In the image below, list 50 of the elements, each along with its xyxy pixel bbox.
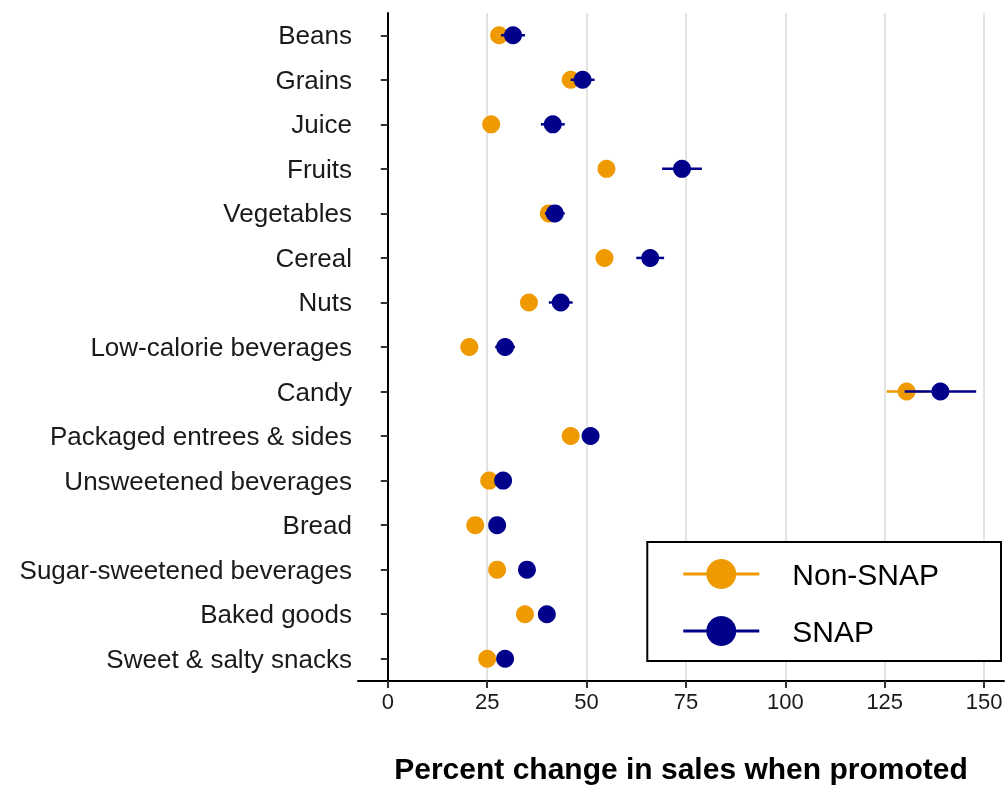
- y-tick-label: Vegetables: [223, 198, 352, 229]
- x-tick-label: 50: [574, 688, 599, 714]
- y-tick-label: Bread: [282, 510, 352, 541]
- y-tick-label: Unsweetened beverages: [64, 465, 352, 496]
- x-tick-label: 0: [381, 688, 394, 714]
- point: [504, 26, 523, 45]
- y-tick-label: Candy: [276, 376, 352, 407]
- legend-label: Non-SNAP: [792, 557, 939, 591]
- point: [466, 516, 485, 535]
- point: [494, 471, 513, 490]
- point: [573, 70, 592, 89]
- point: [595, 248, 614, 267]
- point: [515, 605, 534, 624]
- point: [551, 293, 570, 312]
- point: [488, 560, 507, 579]
- point: [496, 649, 515, 668]
- x-tick-label: 150: [965, 688, 1003, 714]
- y-tick-label: Beans: [278, 20, 352, 51]
- x-axis-title: Percent change in sales when promoted: [394, 751, 968, 785]
- point: [482, 115, 501, 134]
- point: [597, 159, 616, 178]
- y-tick-label: Low-calorie beverages: [90, 332, 352, 362]
- y-tick-label: Nuts: [298, 287, 352, 318]
- y-tick-label: Fruits: [287, 153, 352, 184]
- x-tick-label: 25: [474, 688, 500, 714]
- x-tick-label: 100: [766, 688, 804, 714]
- point: [673, 159, 691, 178]
- y-tick-label: Baked goods: [200, 599, 352, 630]
- point: [517, 560, 536, 579]
- point: [537, 605, 556, 624]
- y-tick-label: Packaged entrees & sides: [49, 421, 352, 452]
- x-tick-label: 75: [673, 688, 699, 714]
- y-tick-label: Juice: [291, 109, 352, 140]
- point: [496, 338, 515, 356]
- legend-label: SNAP: [792, 614, 874, 648]
- y-tick-label: Grains: [275, 64, 352, 95]
- point: [519, 293, 538, 312]
- y-tick-label: Cereal: [275, 242, 352, 273]
- point: [488, 516, 507, 535]
- y-tick-label: Sweet & salty snacks: [106, 643, 352, 674]
- point: [641, 248, 660, 267]
- point: [478, 649, 497, 668]
- point: [543, 115, 562, 134]
- point: [545, 204, 564, 223]
- x-tick-label: 125: [866, 688, 904, 714]
- point: [581, 427, 600, 446]
- y-tick-label: Sugar-sweetened beverages: [19, 554, 352, 585]
- point: [460, 338, 479, 356]
- point: [931, 382, 950, 401]
- point: [561, 427, 580, 446]
